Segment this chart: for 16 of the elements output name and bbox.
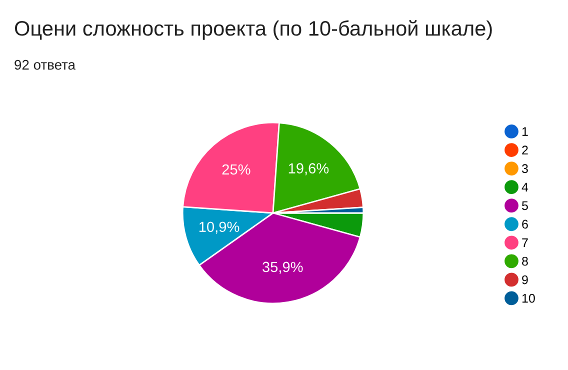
legend-label: 9: [522, 275, 528, 284]
data-label: 19,6%: [288, 163, 329, 176]
data-label: 10,9%: [199, 222, 240, 234]
legend-label: 6: [522, 220, 528, 229]
text: 92 ответа: [14, 60, 76, 70]
legend-label: 2: [522, 146, 528, 154]
legend-label: 4: [522, 182, 528, 192]
legend-label: 7: [522, 238, 528, 248]
legend-label: 3: [522, 164, 528, 174]
legend-label: 5: [522, 201, 528, 210]
legend-label: 1: [522, 127, 528, 136]
data-label: 35,9%: [262, 262, 303, 274]
data-label: 25%: [222, 164, 250, 175]
chart-title: Оцени сложность проекта (по 10-бальной шкале): [14, 20, 492, 40]
legend-label: 10: [522, 294, 535, 303]
legend-label: 8: [522, 256, 528, 266]
